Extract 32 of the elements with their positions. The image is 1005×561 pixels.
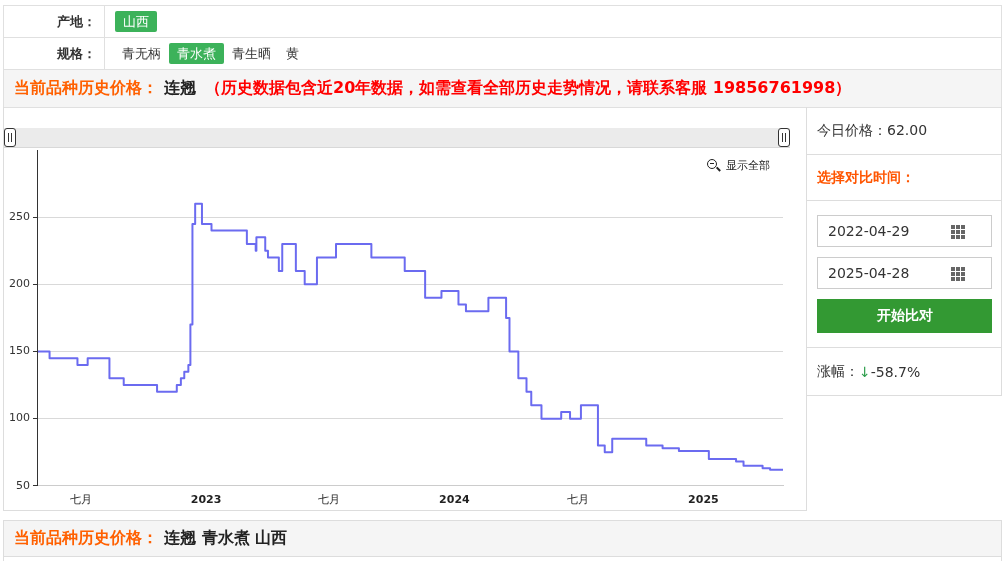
- text: （历史数据包含近20年数据，如需查看全部历史走势情况，请联系客服 19856761998）: [205, 78, 852, 99]
- date-field: 2025-04-28: [817, 257, 992, 289]
- y-tick-label: 250: [9, 210, 30, 224]
- text: 山西: [115, 11, 157, 32]
- text: 连翘: [164, 78, 196, 99]
- x-tick-label: 七月: [567, 493, 590, 507]
- text: 选择对比时间：: [817, 168, 915, 187]
- text: 青水煮: [169, 43, 224, 64]
- text: ↓: [859, 363, 871, 380]
- x-tick-label: 2023: [190, 493, 222, 507]
- text: 当前品种历史价格：: [14, 528, 158, 549]
- y-tick-label: 100: [9, 411, 30, 425]
- text: 涨幅：: [817, 362, 859, 381]
- y-tick-label: 200: [9, 277, 30, 291]
- text: 规格：: [57, 44, 96, 63]
- date-field: 2022-04-29: [817, 215, 992, 247]
- y-tick-label: 50: [16, 478, 30, 492]
- x-tick-label: 七月: [318, 493, 341, 507]
- text: 青无柄: [122, 44, 161, 63]
- x-tick-label: 2024: [439, 493, 471, 507]
- text: 连翘 青水煮 山西: [164, 528, 288, 549]
- annotation: 显示全部: [726, 157, 770, 173]
- text: 青生晒: [232, 44, 271, 63]
- text: 当前品种历史价格：: [14, 78, 158, 99]
- text: 黄: [286, 44, 299, 63]
- text: 今日价格：62.00: [817, 121, 928, 140]
- button: 开始比对: [817, 299, 992, 333]
- x-tick-label: 七月: [69, 493, 92, 507]
- text: -58.7%: [870, 363, 921, 380]
- x-tick-label: 2025: [688, 493, 719, 507]
- y-tick-label: 150: [9, 344, 30, 358]
- text: 产地：: [57, 12, 96, 31]
